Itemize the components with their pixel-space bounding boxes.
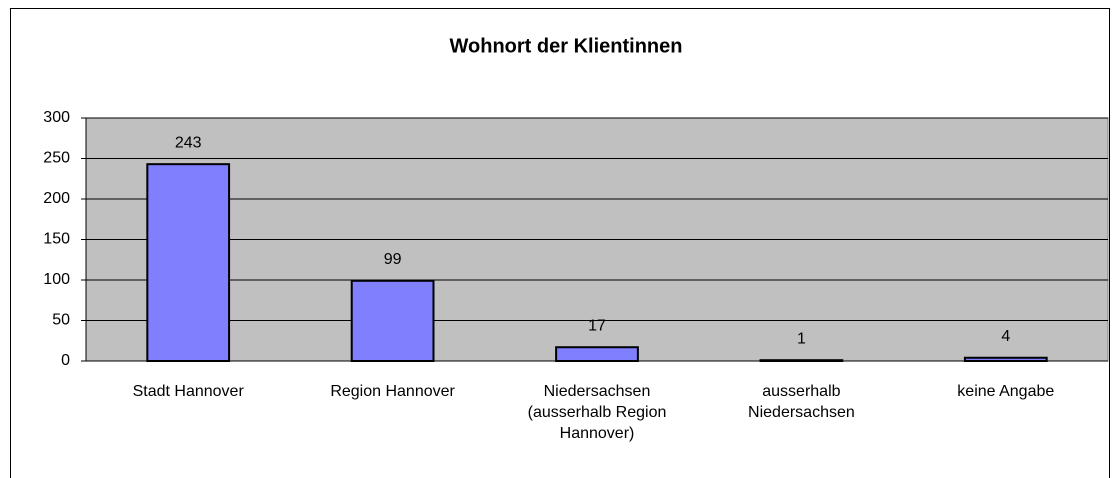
y-tick-label: 300 [43, 109, 70, 126]
chart-title: Wohnort der Klientinnen [450, 35, 683, 57]
y-tick-label: 0 [61, 352, 70, 369]
x-tick-label-line: Niedersachsen [748, 404, 855, 421]
y-tick-label: 250 [43, 150, 70, 167]
data-label: 99 [384, 251, 402, 268]
x-tick-label: keine Angabe [957, 383, 1054, 400]
bar [759, 359, 844, 363]
bar [146, 163, 231, 362]
x-tick-label: Stadt Hannover [133, 383, 245, 400]
x-tick-label-line: Stadt Hannover [133, 383, 245, 400]
x-tick-label-line: (ausserhalb Region [528, 404, 667, 421]
y-tick-label: 100 [43, 271, 70, 288]
x-tick-label-line: Niedersachsen [544, 383, 651, 400]
data-label: 17 [588, 317, 606, 334]
bar [350, 279, 435, 362]
x-tick-label-line: ausserhalb [762, 383, 840, 400]
y-tick-label: 200 [43, 190, 70, 207]
x-tick-label: ausserhalb Niedersachsen [748, 383, 855, 421]
x-tick-label-line: keine Angabe [957, 383, 1054, 400]
x-tick-label-line: Region Hannover [330, 383, 455, 400]
x-tick-label: Niedersachsen (ausserhalb Region Hannover) [528, 383, 667, 442]
data-label: 1 [797, 330, 806, 347]
y-tick-label: 150 [43, 231, 70, 248]
data-label: 243 [175, 134, 202, 151]
x-tick-label: Region Hannover [330, 383, 455, 400]
data-label: 4 [1001, 328, 1010, 345]
bar [555, 346, 639, 363]
bar [963, 356, 1048, 363]
y-tick-label: 50 [52, 312, 70, 329]
x-tick-label-line: Hannover) [560, 425, 635, 442]
